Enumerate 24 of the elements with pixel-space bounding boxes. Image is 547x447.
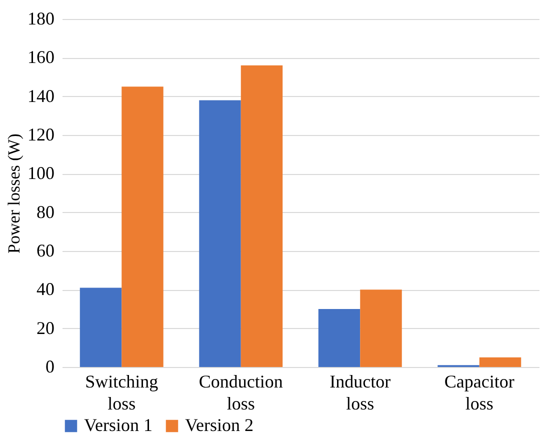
x-tick-label: Capacitor loss bbox=[444, 372, 514, 414]
bar bbox=[80, 288, 122, 367]
legend-label: Version 1 bbox=[84, 415, 152, 435]
y-tick-label: 100 bbox=[28, 163, 54, 184]
bar bbox=[360, 290, 402, 367]
x-tick-label: Inductor loss bbox=[330, 372, 391, 414]
y-tick-label: 40 bbox=[36, 279, 54, 300]
y-tick-label: 160 bbox=[28, 47, 54, 68]
bar bbox=[318, 309, 360, 367]
y-tick-label: 180 bbox=[28, 8, 54, 28]
legend-label: Version 2 bbox=[185, 415, 254, 435]
x-tick-label: Conduction loss bbox=[198, 372, 283, 414]
bar bbox=[240, 65, 283, 367]
y-tick-label: 140 bbox=[28, 86, 54, 106]
y-tick-label: 80 bbox=[36, 202, 54, 222]
bar bbox=[479, 357, 522, 367]
y-tick-label: 20 bbox=[36, 318, 54, 338]
bar bbox=[122, 86, 164, 367]
x-tick-label: Switching loss bbox=[85, 372, 158, 414]
y-tick-label: 120 bbox=[28, 124, 54, 144]
y-axis-title: Power losses (W) bbox=[4, 134, 24, 254]
y-tick-label: 60 bbox=[36, 240, 54, 260]
y-tick-label: 0 bbox=[46, 356, 54, 376]
bar bbox=[199, 100, 241, 367]
